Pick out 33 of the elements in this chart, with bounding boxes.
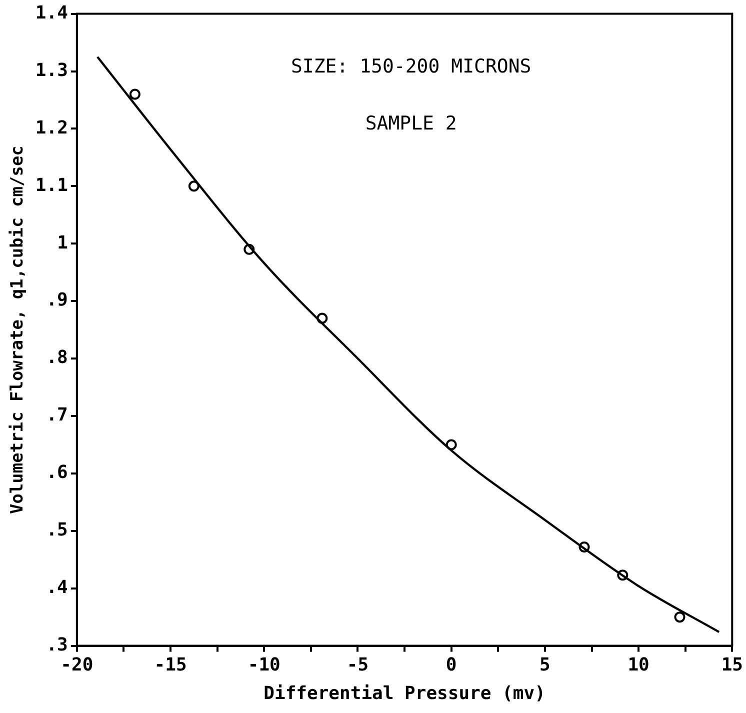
x-tick-label: -20 — [60, 654, 94, 676]
y-tick-label: .7 — [46, 404, 68, 426]
x-tick-label: -10 — [248, 654, 280, 676]
x-tick-label: 0 — [446, 654, 457, 676]
y-axis-title: Volumetric Flowrate, q1,cubic cm/sec — [8, 146, 28, 514]
x-tick-label: -15 — [154, 654, 187, 676]
x-axis-title: Differential Pressure (mv) — [264, 682, 546, 704]
point — [578, 541, 590, 552]
y-tick-label: 1.3 — [35, 60, 68, 81]
point — [446, 439, 457, 450]
y-tick-label: .6 — [46, 462, 68, 484]
y-tick-label: 1.1 — [35, 174, 68, 196]
x-tick-label: 15 — [721, 654, 744, 676]
point — [316, 312, 328, 324]
line-series — [96, 56, 720, 634]
point — [617, 570, 628, 581]
y-tick-label: .8 — [46, 347, 68, 368]
point — [188, 180, 200, 192]
x-tick-label: 5 — [540, 654, 550, 676]
annotation: SIZE: 150-200 MICRONS — [290, 56, 532, 78]
y-tick-label: .5 — [46, 520, 68, 541]
point — [129, 88, 140, 100]
x-tick-label: -5 — [346, 654, 369, 676]
point — [244, 244, 255, 255]
y-tick-label: 1.2 — [35, 117, 68, 138]
point — [674, 612, 686, 623]
y-tick-label: 1 — [57, 232, 68, 254]
y-tick-label: .4 — [46, 577, 68, 598]
y-tick-label: .9 — [46, 290, 68, 311]
annotation: SAMPLE 2 — [365, 112, 457, 135]
y-tick-label: 1.4 — [35, 2, 68, 24]
x-tick-label: 10 — [628, 654, 650, 676]
y-tick-label: .3 — [46, 634, 68, 656]
